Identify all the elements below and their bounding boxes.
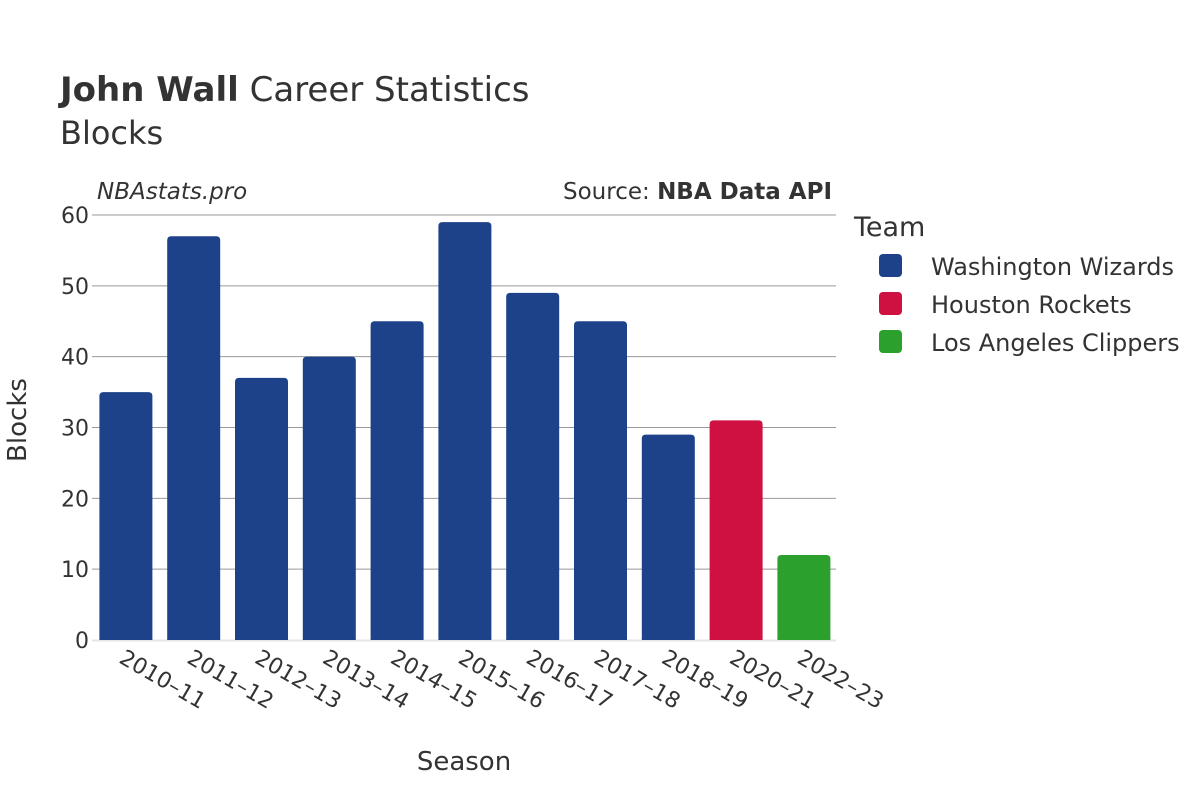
source-name: NBA Data API [657, 179, 832, 205]
x-tick-labels: 2010–112011–122012–132013–142014–152015–… [115, 646, 888, 715]
source-prefix: Source: [563, 179, 657, 205]
y-tick-label: 0 [75, 629, 89, 654]
legend-label: Houston Rockets [931, 291, 1132, 319]
y-tick-labels: 0 10 20 30 40 50 60 [61, 204, 89, 654]
legend-title: Team [853, 212, 925, 243]
bar-2020–21[interactable] [709, 420, 763, 640]
bar-2011–12[interactable] [167, 236, 221, 640]
bar-2018–19[interactable] [641, 434, 695, 640]
chart-title: John Wall Career Statistics [58, 70, 529, 110]
y-tick-label: 60 [61, 204, 89, 229]
chart-subtitle: Blocks [60, 114, 163, 152]
bar-2017–18[interactable] [574, 321, 627, 640]
bar-2022–23[interactable] [777, 555, 831, 640]
site-credit: NBAstats.pro [97, 179, 247, 205]
y-tick-label: 30 [61, 417, 89, 442]
legend: Washington Wizards Houston Rockets Los Ang… [879, 253, 1180, 357]
legend-label: Los Angeles Clippers [931, 329, 1180, 357]
y-tick-label: 20 [61, 487, 89, 512]
y-tick-label: 10 [61, 558, 89, 583]
legend-label: Washington Wizards [931, 253, 1174, 281]
legend-swatch [879, 254, 902, 277]
x-axis-title: Season [417, 747, 511, 777]
bar-2015–16[interactable] [438, 222, 492, 641]
bar-2014–15[interactable] [370, 321, 424, 640]
y-tick-label: 50 [61, 275, 89, 300]
bar-2012–13[interactable] [235, 377, 288, 640]
legend-item[interactable]: Washington Wizards [879, 253, 1174, 281]
bars [99, 222, 831, 641]
chart-title-rest: Career Statistics [239, 70, 530, 110]
y-tick-label: 40 [61, 346, 89, 371]
y-axis-title: Blocks [3, 378, 33, 462]
bar-2010–11[interactable] [99, 392, 153, 640]
legend-swatch [879, 330, 902, 353]
source-credit: Source: NBA Data API [563, 179, 832, 205]
legend-swatch [879, 292, 902, 315]
bar-2013–14[interactable] [302, 356, 356, 640]
bar-2016–17[interactable] [506, 292, 560, 640]
chart-title-bold: John Wall [58, 70, 239, 110]
legend-item[interactable]: Houston Rockets [879, 291, 1132, 319]
legend-item[interactable]: Los Angeles Clippers [879, 329, 1180, 357]
